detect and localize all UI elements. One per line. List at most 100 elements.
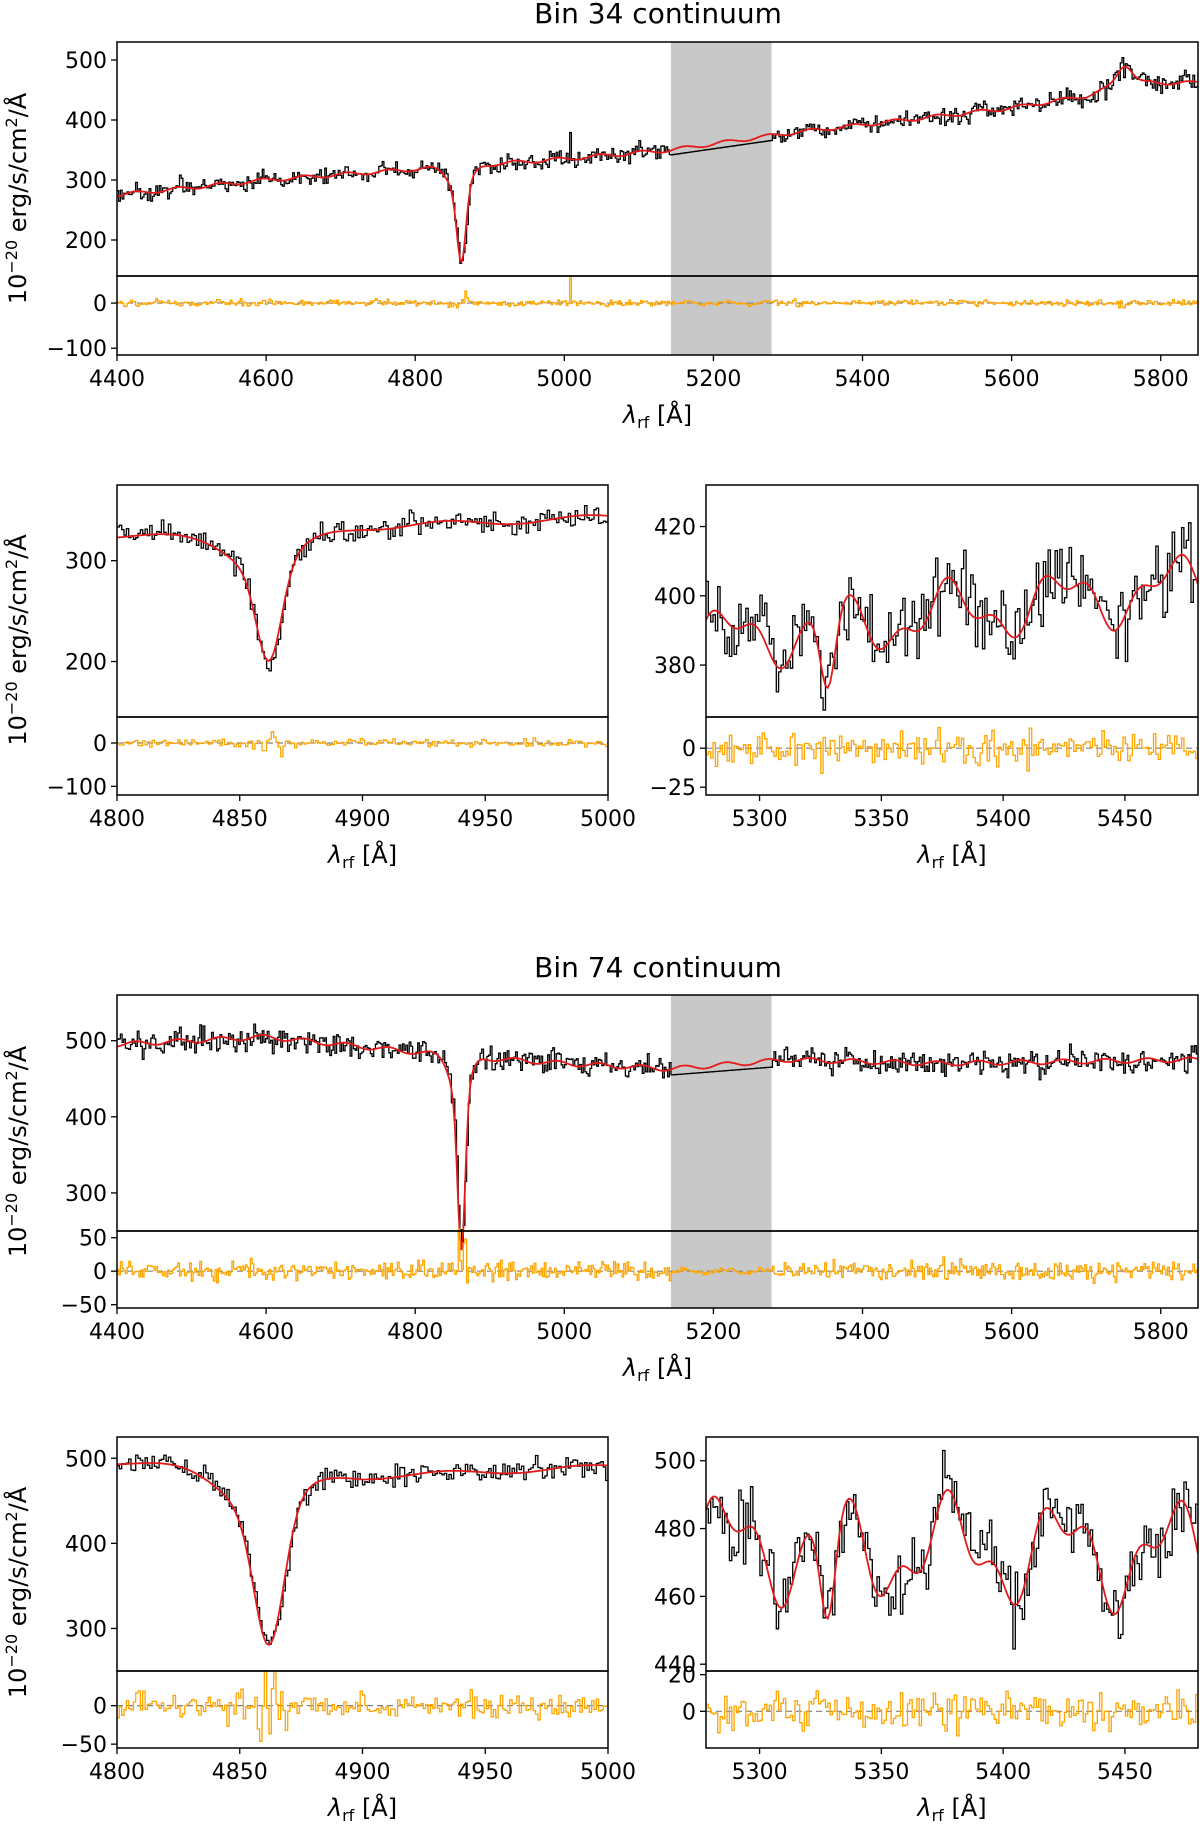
x-tick-label: 4800 [387, 367, 443, 392]
y-tick-label: 400 [65, 1106, 107, 1131]
residual-y-tick-label: 0 [93, 292, 107, 317]
x-tick-label: 5800 [1133, 1320, 1189, 1345]
x-tick-label: 4600 [238, 1320, 294, 1345]
plot-area [117, 995, 1198, 1308]
y-tick-label: 300 [65, 550, 107, 575]
y-tick-label: 460 [654, 1585, 696, 1610]
x-tick-label: 4400 [89, 367, 145, 392]
residual-y-tick-label: 0 [93, 1260, 107, 1285]
residual-spectrum [117, 1228, 1198, 1285]
x-axis-label-subscript: rf [932, 1806, 945, 1825]
y-axis-label: 10−20 erg/s/cm2/Å [2, 1486, 32, 1698]
x-tick-label: 5450 [1097, 807, 1153, 832]
x-axis-label: λrf [Å] [621, 1353, 692, 1385]
bin34-panel-zoom-hbeta: 4800 4850 4900 4950 5000 200 300 −100 0 λrf [Å] 10… [2, 484, 636, 872]
x-tick-label: 5000 [580, 1760, 636, 1785]
y-axis-label-unit: erg/s/cm [4, 1081, 32, 1193]
residual-y-tick-label: 0 [93, 1695, 107, 1720]
y-tick-label: 440 [654, 1653, 696, 1678]
y-tick-label: 200 [65, 651, 107, 676]
bin34-title: Bin 34 continuum [534, 0, 782, 30]
y-tick-label: 400 [654, 585, 696, 610]
y-tick-label: 200 [65, 229, 107, 254]
x-tick-label: 5200 [685, 367, 741, 392]
bin34-panel-zoom-red: 5300 5350 5400 5450 380 400 420 −25 0 λrf [Å] [650, 484, 1199, 872]
x-tick-label: 5300 [732, 1760, 788, 1785]
plot-area [706, 1449, 1198, 1737]
x-tick-label: 4900 [335, 1760, 391, 1785]
masked-region [670, 42, 772, 355]
x-tick-label: 4800 [89, 807, 145, 832]
y-axis-label: 10−20 erg/s/cm2/Å [2, 92, 32, 304]
residual-y-tick-label: 50 [79, 1227, 107, 1252]
x-axis-label-symbol: λ [621, 1354, 637, 1382]
main-axes-frame [705, 484, 1199, 718]
y-tick-label: 300 [65, 1617, 107, 1642]
x-axis-label-unit: [Å] [354, 840, 397, 869]
x-axis-label: λrf [Å] [326, 1793, 397, 1825]
main-axes-frame [116, 484, 609, 718]
y-axis-label-base: 10 [4, 1668, 32, 1699]
x-axis-label-unit: [Å] [944, 1793, 987, 1822]
residual-axes-frame [116, 1230, 1199, 1309]
plot-area [117, 42, 1198, 355]
y-axis-label: 10−20 erg/s/cm2/Å [2, 534, 32, 746]
x-tick-label: 4850 [212, 1760, 268, 1785]
y-axis-label-squared: 2 [2, 1511, 21, 1521]
plots-layer: 4400 4600 4800 5000 5200 5400 5600 580020030040… [2, 41, 1199, 1825]
x-tick-label: 5400 [975, 1760, 1031, 1785]
y-axis-label-base: 10 [4, 1227, 32, 1258]
y-axis-label-exponent: −20 [2, 681, 21, 715]
y-tick-label: 420 [654, 516, 696, 541]
y-axis-label-squared: 2 [2, 1070, 21, 1080]
y-tick-label: 380 [654, 654, 696, 679]
residual-y-tick-label: 0 [93, 732, 107, 757]
bin74-panel-zoom-hbeta: 4800 4850 4900 4950 5000 300 400 500 −50 0 λrf [Å]… [2, 1436, 636, 1825]
x-axis-label-symbol: λ [326, 1794, 342, 1822]
model-spectrum [706, 1488, 1198, 1621]
y-axis-label-squared: 2 [2, 559, 21, 569]
y-tick-label: 500 [65, 1447, 107, 1472]
y-axis-label-base: 10 [4, 715, 32, 746]
x-axis-label: λrf [Å] [621, 400, 692, 432]
observed-spectrum [117, 1454, 608, 1645]
residual-spectrum [117, 277, 1198, 309]
x-tick-label: 5200 [685, 1320, 741, 1345]
x-tick-label: 4400 [89, 1320, 145, 1345]
observed-spectrum [706, 1449, 1198, 1650]
x-tick-label: 4950 [457, 1760, 513, 1785]
observed-spectrum [117, 504, 608, 672]
y-axis-label-unit: erg/s/cm [4, 128, 32, 240]
y-tick-label: 480 [654, 1518, 696, 1543]
bin74-panel-zoom-red: 5300 5350 5400 5450 440 460 480 500 0 20 λrf [Å] [654, 1436, 1199, 1825]
y-tick-label: 300 [65, 169, 107, 194]
x-tick-label: 5600 [984, 1320, 1040, 1345]
y-tick-label: 500 [654, 1450, 696, 1475]
y-tick-label: 300 [65, 1182, 107, 1207]
x-tick-label: 5400 [975, 807, 1031, 832]
model-spectrum [117, 514, 608, 662]
x-axis-label-symbol: λ [621, 401, 637, 429]
residual-axes-frame [116, 716, 609, 796]
residual-y-tick-label: −100 [47, 337, 107, 362]
residual-y-tick-label: 0 [682, 1700, 696, 1725]
residual-y-tick-label: 0 [682, 737, 696, 762]
y-axis-label-tail: /Å [3, 534, 32, 559]
x-tick-label: 5000 [536, 1320, 592, 1345]
y-axis-label-exponent: −20 [2, 240, 21, 274]
residual-spectrum [706, 726, 1198, 775]
masked-region [670, 995, 772, 1308]
bin34-panel-full: 4400 4600 4800 5000 5200 5400 5600 580020030040… [2, 41, 1199, 432]
x-axis-label-subscript: rf [637, 413, 650, 432]
x-tick-label: 5300 [732, 807, 788, 832]
residual-axes-frame [116, 275, 1199, 356]
main-axes-frame [116, 994, 1199, 1232]
x-tick-label: 5400 [835, 1320, 891, 1345]
plot-area [706, 522, 1198, 775]
main-axes-frame [705, 1436, 1199, 1672]
y-axis-label-base: 10 [4, 274, 32, 305]
bin74-panel-full: 4400 4600 4800 5000 5200 5400 5600 580030040050… [2, 994, 1199, 1385]
model-spectrum [117, 65, 1198, 265]
x-axis-label: λrf [Å] [915, 840, 986, 872]
